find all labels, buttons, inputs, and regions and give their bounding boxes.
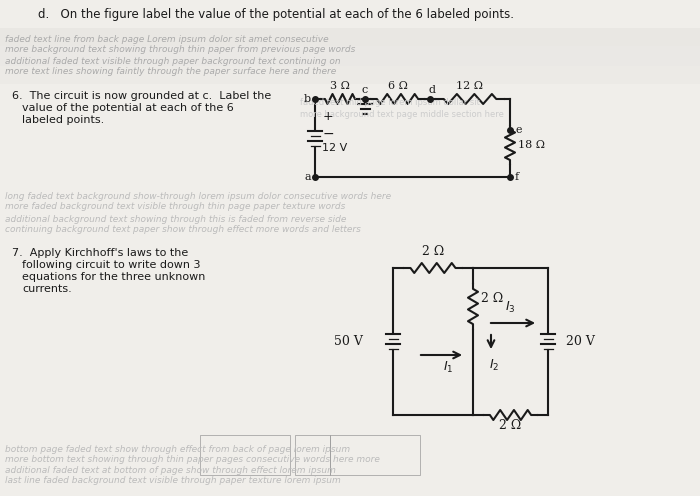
Text: more text lines showing faintly through the paper surface here and there: more text lines showing faintly through … [5,67,336,76]
Text: 3 Ω: 3 Ω [330,81,350,91]
Bar [0,46,700,66]
Text: 12 V: 12 V [322,143,347,153]
Bar [330,435,420,475]
Text: $I_2$: $I_2$ [489,358,499,373]
Text: additional faded text at bottom of page show through effect lorem ipsum: additional faded text at bottom of page … [5,466,336,475]
Text: 2 Ω: 2 Ω [499,419,522,432]
Text: additional faded text visible through paper background text continuing on: additional faded text visible through pa… [5,57,341,66]
Text: additional background text showing through this is faded from reverse side: additional background text showing throu… [5,215,346,224]
Text: c: c [362,85,368,95]
Text: 20 V: 20 V [566,335,595,348]
Text: last line faded background text visible through paper texture lorem ipsum: last line faded background text visible … [5,476,341,485]
Text: value of the potential at each of the 6: value of the potential at each of the 6 [22,103,234,113]
Text: d: d [428,85,435,95]
Text: f: f [515,172,519,182]
Text: faded text line from back page Lorem ipsum dolor sit amet consecutive: faded text line from back page Lorem ips… [5,35,328,44]
Text: 12 Ω: 12 Ω [456,81,484,91]
Text: more background text showing through thin paper from previous page words: more background text showing through thi… [5,45,356,54]
Text: +: + [323,111,334,124]
Text: −: − [323,127,335,141]
Text: b: b [304,94,311,104]
Text: bottom page faded text show through effect from back of page lorem ipsum: bottom page faded text show through effe… [5,445,350,454]
Bar [295,435,330,475]
Text: 2 Ω: 2 Ω [422,245,444,258]
Text: long faded text background show-through lorem ipsum dolor consecutive words here: long faded text background show-through … [5,192,391,201]
Text: a: a [304,172,311,182]
Bar [200,435,290,475]
Text: d.   On the figure label the value of the potential at each of the 6 labeled poi: d. On the figure label the value of the … [38,8,514,21]
Text: following circuit to write down 3: following circuit to write down 3 [22,260,200,270]
Text: 6 Ω: 6 Ω [388,81,407,91]
Text: $I_1$: $I_1$ [443,360,453,375]
Text: more bottom text showing through thin paper pages consecutive words here more: more bottom text showing through thin pa… [5,455,380,464]
Text: more background text page middle section here: more background text page middle section… [300,110,504,119]
Text: e: e [515,125,522,135]
Text: currents.: currents. [22,284,71,294]
Bar [0,66,700,84]
Text: 6.  The circuit is now grounded at c.  Label the: 6. The circuit is now grounded at c. Lab… [12,91,272,101]
Text: $I_3$: $I_3$ [505,300,516,315]
Text: labeled points.: labeled points. [22,115,104,125]
Text: 50 V: 50 V [334,335,363,348]
Text: continuing background text paper show through effect more words and letters: continuing background text paper show th… [5,225,361,234]
Text: 18 Ω: 18 Ω [518,140,545,150]
Text: equations for the three unknown: equations for the three unknown [22,272,205,282]
Text: more faded background text visible through thin page paper texture words: more faded background text visible throu… [5,202,345,211]
Text: 2 Ω: 2 Ω [481,293,503,306]
Text: 7.  Apply Kirchhoff's laws to the: 7. Apply Kirchhoff's laws to the [12,248,188,258]
Text: faded text mid page lorem ipsum dollar sit: faded text mid page lorem ipsum dollar s… [300,98,480,107]
Bar [0,28,700,46]
